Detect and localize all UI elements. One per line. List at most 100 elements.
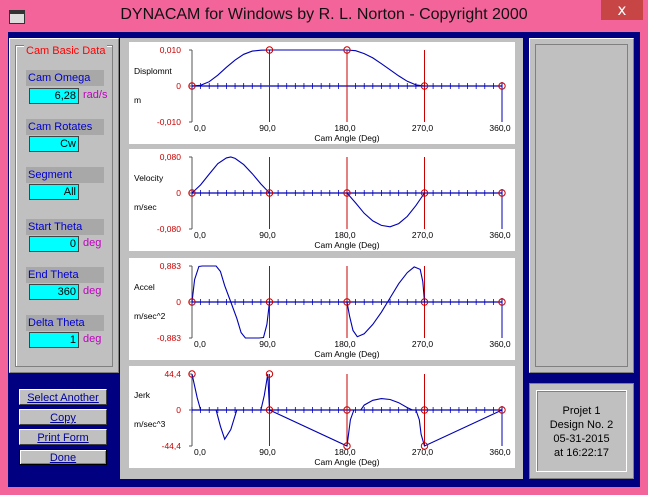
velocity-x-tick-label: 0,0 (194, 230, 206, 240)
displacement-marker (498, 82, 506, 90)
displacement-chart: 0,010 0 -0,010 0,0 90,0 180,0 270,0 360,0 Cam An… (134, 45, 511, 143)
acceleration-x-title: Cam Angle (Deg) (314, 349, 379, 359)
start-theta-label: Start Theta (26, 219, 104, 235)
segment-field[interactable]: All (29, 184, 79, 200)
jerk-marker (420, 442, 429, 450)
title-bar: DYNACAM for Windows by R. L. Norton - Co… (0, 0, 648, 32)
displacement-x-tick-label: 270,0 (412, 123, 434, 133)
info-date: 05-31-2015 (553, 433, 610, 445)
jerk-x-tick-label: 0,0 (194, 447, 206, 457)
jerk-marker (343, 406, 351, 414)
copy-button[interactable]: Copy (19, 409, 107, 425)
acceleration-y-tick-label: -0,883 (157, 333, 181, 343)
info-inner: Projet 1 Design No. 2 05-31-2015 at 16:2… (536, 390, 627, 472)
segment-label: Segment (26, 167, 104, 183)
acceleration-x-tick-label: 180,0 (334, 339, 356, 349)
acceleration-y-unit: m/sec^2 (134, 311, 166, 321)
velocity-y-tick-label: 0 (176, 188, 181, 198)
jerk-marker (265, 370, 274, 378)
displacement-x-tick-label: 180,0 (334, 123, 356, 133)
delta-theta-unit: deg (83, 333, 102, 345)
velocity-marker (343, 189, 351, 197)
start-theta-unit: deg (83, 237, 102, 249)
acceleration-marker (188, 298, 196, 306)
displacement-x-tick-label: 0,0 (194, 123, 206, 133)
displacement-y-unit: m (134, 95, 141, 105)
jerk-x-tick-label: 360,0 (489, 447, 511, 457)
jerk-x-tick-label: 180,0 (334, 447, 356, 457)
velocity-curve (191, 156, 502, 228)
velocity-marker (420, 189, 429, 197)
velocity-plot: 0,080 0 -0,080 0,0 90,0 180,0 270,0 360,0 Cam An… (129, 149, 515, 251)
acceleration-marker (343, 298, 351, 306)
jerk-marker (265, 406, 274, 414)
jerk-y-tick-label: -44,4 (162, 441, 182, 451)
acceleration-x-tick-label: 90,0 (259, 339, 276, 349)
acceleration-curve (191, 265, 502, 339)
jerk-x-tick-label: 270,0 (412, 447, 434, 457)
jerk-chart: 44,4 0 -44,4 0,0 90,0 180,0 270,0 360,0 Cam Angl… (134, 369, 511, 467)
select-another-button[interactable]: Select Another (19, 389, 107, 405)
animation-panel (529, 38, 634, 373)
velocity-y-unit: m/sec (134, 202, 157, 212)
jerk-marker (343, 442, 351, 450)
velocity-y-tick-label: -0,080 (157, 224, 181, 234)
displacement-marker (420, 82, 429, 90)
info-project: Projet 1 (562, 405, 601, 417)
info-time: at 16:22:17 (553, 447, 610, 459)
displacement-y-title: Displomnt (134, 66, 172, 76)
acceleration-marker (498, 298, 506, 306)
displacement-x-title: Cam Angle (Deg) (314, 133, 379, 143)
info-panel: Projet 1 Design No. 2 05-31-2015 at 16:2… (529, 383, 634, 479)
jerk-marker (420, 406, 429, 414)
close-button[interactable]: x (601, 0, 643, 20)
displacement-curve (191, 49, 502, 87)
displacement-x-tick-label: 90,0 (259, 123, 276, 133)
start-theta-field[interactable]: 0 (29, 236, 79, 252)
jerk-marker (498, 406, 506, 414)
velocity-marker (498, 189, 506, 197)
jerk-y-unit: m/sec^3 (134, 419, 166, 429)
displacement-plot: 0,010 0 -0,010 0,0 90,0 180,0 270,0 360,0 Cam An… (129, 42, 515, 144)
acceleration-x-tick-label: 270,0 (412, 339, 434, 349)
info-design: Design No. 2 (549, 419, 614, 431)
jerk-curve (191, 373, 503, 447)
acceleration-plot: 0,883 0 -0,883 0,0 90,0 180,0 270,0 360,0 Cam An… (129, 258, 515, 360)
jerk-x-title: Cam Angle (Deg) (314, 457, 379, 467)
delta-theta-label: Delta Theta (26, 315, 104, 331)
acceleration-y-tick-label: 0,883 (160, 261, 182, 271)
velocity-marker (188, 189, 196, 197)
velocity-marker (265, 189, 274, 197)
print-form-button[interactable]: Print Form (19, 429, 107, 445)
acceleration-x-tick-label: 360,0 (489, 339, 511, 349)
velocity-x-title: Cam Angle (Deg) (314, 240, 379, 250)
end-theta-field[interactable]: 360 (29, 284, 79, 300)
cam-omega-unit: rad/s (83, 89, 108, 101)
jerk-plot: 44,4 0 -44,4 0,0 90,0 180,0 270,0 360,0 Cam Angl… (129, 366, 515, 468)
delta-theta-field[interactable]: 1 (29, 332, 79, 348)
displacement-marker (343, 46, 351, 54)
cam-omega-field[interactable]: 6,28 (29, 88, 79, 104)
velocity-x-tick-label: 360,0 (489, 230, 511, 240)
basic-data-caption: Cam Basic Data (24, 45, 108, 57)
jerk-y-title: Jerk (134, 390, 151, 400)
acceleration-x-tick-label: 0,0 (194, 339, 206, 349)
jerk-y-tick-label: 44,4 (164, 369, 181, 379)
jerk-marker (188, 370, 196, 378)
jerk-x-tick-label: 90,0 (259, 447, 276, 457)
jerk-y-tick-label: 0 (176, 405, 181, 415)
displacement-y-tick-label: 0 (176, 81, 181, 91)
velocity-y-tick-label: 0,080 (160, 152, 182, 162)
velocity-x-tick-label: 180,0 (334, 230, 356, 240)
displacement-marker (188, 82, 196, 90)
acceleration-y-title: Accel (134, 282, 155, 292)
velocity-y-title: Velocity (134, 173, 164, 183)
window-title: DYNACAM for Windows by R. L. Norton - Co… (120, 6, 528, 23)
acceleration-marker (265, 298, 274, 306)
done-button[interactable]: Done (19, 449, 107, 465)
displacement-y-tick-label: -0,010 (157, 117, 181, 127)
velocity-chart: 0,080 0 -0,080 0,0 90,0 180,0 270,0 360,0 Cam An… (134, 152, 511, 250)
cam-rotates-label: Cam Rotates (26, 119, 104, 135)
cam-rotates-field[interactable]: Cw (29, 136, 79, 152)
app-icon[interactable] (9, 10, 25, 24)
